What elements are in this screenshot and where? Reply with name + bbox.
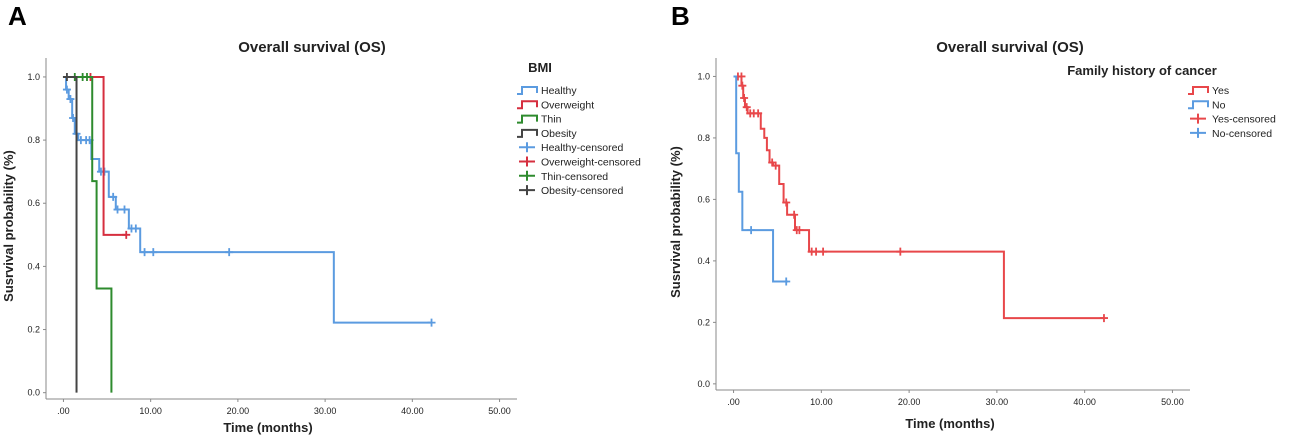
- legend-title: BMI: [528, 60, 552, 75]
- censor-mark-yes: [737, 72, 746, 81]
- y-tick-label: 0.8: [27, 135, 40, 145]
- x-tick-label: 30.00: [314, 406, 337, 416]
- y-tick-label: 0.2: [27, 325, 40, 335]
- y-axis-label: Susrvival probability (%): [1, 150, 16, 302]
- censor-mark-yes: [812, 247, 821, 256]
- y-tick-label: 0.2: [697, 317, 710, 327]
- x-axis-label: Time (months): [905, 416, 994, 431]
- chart-title: Overall survival (OS): [238, 39, 386, 56]
- legend-swatch-no-censored: [1190, 127, 1206, 138]
- censor-mark-yes: [754, 109, 763, 118]
- x-tick-label: 40.00: [1073, 397, 1096, 407]
- legend-swatch-overweight: [517, 100, 538, 110]
- legend-label-obesity-censored: Obesity-censored: [541, 185, 623, 197]
- x-tick-label: 20.00: [898, 397, 921, 407]
- x-tick-label: .00: [57, 406, 70, 416]
- legend-label-obesity: Obesity: [541, 128, 577, 140]
- y-tick-label: 1.0: [27, 72, 40, 82]
- legend-swatch-no: [1188, 100, 1209, 110]
- legend-swatch-healthy: [517, 86, 538, 95]
- legend-label-no: No: [1212, 99, 1226, 111]
- censor-mark-yes: [795, 226, 804, 235]
- legend-swatch-obesity: [517, 128, 538, 138]
- x-tick-label: 10.00: [139, 406, 162, 416]
- legend-swatch-yes-censored: [1190, 113, 1206, 124]
- censor-mark-healthy: [66, 95, 75, 104]
- censor-mark-healthy: [140, 248, 149, 257]
- legend-swatch-thin-censored: [519, 170, 535, 181]
- y-tick-label: 0.8: [697, 133, 710, 143]
- censor-mark-thin: [82, 72, 91, 81]
- censor-mark-healthy: [62, 85, 71, 94]
- chart-title: Overall survival (OS): [936, 39, 1084, 56]
- censor-mark-healthy: [109, 192, 118, 201]
- x-tick-label: .00: [727, 397, 740, 407]
- legend-label-thin: Thin: [541, 114, 562, 126]
- censor-mark-yes: [771, 161, 780, 170]
- y-tick-label: 0.0: [697, 379, 710, 389]
- legend-label-thin-censored: Thin-censored: [541, 171, 608, 183]
- legend-label-yes: Yes: [1212, 85, 1229, 97]
- censor-mark-healthy: [131, 224, 140, 233]
- censor-mark-healthy: [149, 248, 158, 257]
- x-tick-label: 10.00: [810, 397, 833, 407]
- legend-label-no-censored: No-censored: [1212, 128, 1272, 140]
- legend-label-overweight-censored: Overweight-censored: [541, 157, 641, 169]
- panel-letter: A: [8, 1, 27, 31]
- censor-mark-yes: [1099, 314, 1108, 323]
- censor-mark-yes: [738, 81, 747, 90]
- legend-label-healthy-censored: Healthy-censored: [541, 142, 623, 154]
- censor-mark-yes: [742, 103, 751, 112]
- censor-mark-obesity: [62, 72, 71, 81]
- legend-swatch-healthy-censored: [519, 142, 535, 153]
- y-tick-label: 0.4: [27, 261, 40, 271]
- censor-mark-healthy: [427, 318, 436, 327]
- series-line-thin: [63, 75, 113, 393]
- legend-label-healthy: Healthy: [541, 85, 577, 97]
- y-axis-label: Susrvival probability (%): [668, 146, 683, 298]
- x-tick-label: 30.00: [986, 397, 1009, 407]
- legend-swatch-obesity-censored: [519, 185, 535, 196]
- censor-mark-healthy: [120, 205, 129, 214]
- censor-mark-yes: [819, 247, 828, 256]
- x-tick-label: 50.00: [488, 406, 511, 416]
- legend-swatch-thin: [517, 114, 538, 124]
- y-tick-label: 0.6: [27, 198, 40, 208]
- y-tick-label: 0.0: [27, 388, 40, 398]
- x-tick-label: 20.00: [227, 406, 250, 416]
- censor-mark-yes: [790, 210, 799, 219]
- censor-mark-yes: [782, 198, 791, 207]
- censor-mark-no: [747, 226, 756, 235]
- censor-mark-no: [782, 277, 791, 286]
- censor-mark-yes: [896, 247, 905, 256]
- y-tick-label: 0.6: [697, 194, 710, 204]
- legend-label-overweight: Overweight: [541, 99, 594, 111]
- legend-swatch-overweight-censored: [519, 156, 535, 167]
- legend-label-yes-censored: Yes-censored: [1212, 114, 1276, 126]
- x-axis-label: Time (months): [223, 420, 312, 435]
- series-line-healthy: [63, 75, 432, 324]
- legend-swatch-yes: [1188, 86, 1209, 95]
- censor-mark-healthy: [113, 205, 122, 214]
- y-tick-label: 1.0: [697, 71, 710, 81]
- legend-title: Family history of cancer: [1067, 63, 1217, 78]
- censor-mark-yes: [740, 93, 749, 102]
- censor-mark-healthy: [225, 248, 234, 257]
- series-line-no: [733, 75, 788, 283]
- x-tick-label: 50.00: [1161, 397, 1184, 407]
- chart-panel-a: A Overall survival (OS) 0.0 0.2 0.4 0.6 0.8 1.0…: [1, 1, 641, 435]
- censor-mark-overweight: [122, 230, 131, 239]
- y-tick-label: 0.4: [697, 256, 710, 266]
- x-tick-label: 40.00: [401, 406, 424, 416]
- chart-panel-b: B Overall survival (OS) 0.0 0.2 0.4 0.6 0.8 1.0…: [668, 1, 1276, 431]
- panel-letter: B: [671, 1, 690, 31]
